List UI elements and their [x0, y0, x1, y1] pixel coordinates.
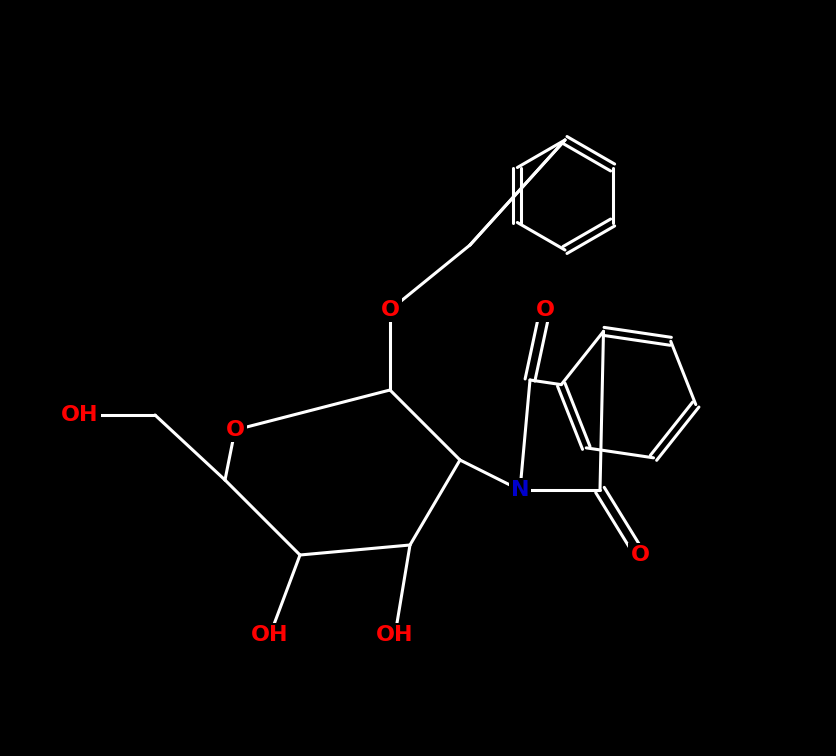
Text: O: O — [630, 545, 649, 565]
Text: OH: OH — [251, 625, 288, 645]
Text: O: O — [535, 300, 553, 320]
Text: O: O — [380, 300, 399, 320]
Text: N: N — [510, 480, 528, 500]
Text: OH: OH — [376, 625, 413, 645]
Text: OH: OH — [61, 405, 99, 425]
Text: O: O — [225, 420, 244, 440]
